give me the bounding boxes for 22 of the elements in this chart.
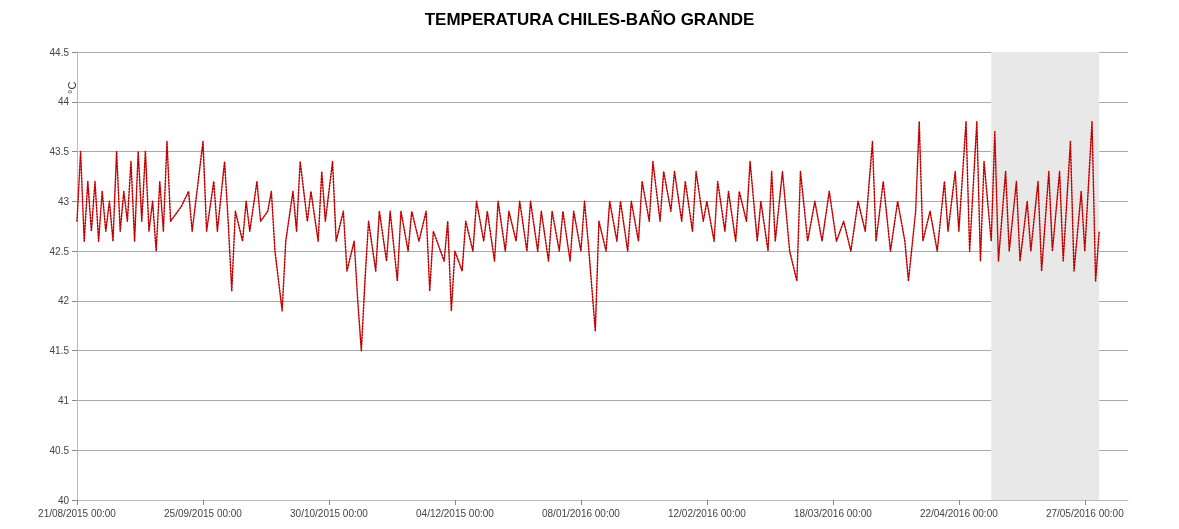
- y-tick-label: 41: [57, 394, 70, 406]
- y-tick-label: 44: [57, 96, 70, 108]
- y-tick-label: 42: [57, 295, 70, 307]
- x-tick-label: 27/05/2016 00:00: [1045, 507, 1125, 519]
- y-tick-label: 44.5: [49, 46, 70, 58]
- x-tick-label: 18/03/2016 00:00: [793, 507, 873, 519]
- y-tick-label: 43.5: [49, 146, 70, 158]
- y-tick-label: 41.5: [49, 345, 70, 357]
- y-tick-label: 40.5: [49, 444, 70, 456]
- y-tick-label: 43: [57, 195, 70, 207]
- chart-title: TEMPERATURA CHILES-BAÑO GRANDE: [424, 9, 755, 29]
- x-tick-label: 12/02/2016 00:00: [667, 507, 747, 519]
- x-tick-label: 04/12/2015 00:00: [416, 507, 495, 519]
- x-tick-label: 08/01/2016 00:00: [541, 507, 621, 519]
- x-tick-label: 22/04/2016 00:00: [919, 507, 999, 519]
- x-tick-label: 30/10/2015 00:00: [290, 507, 369, 519]
- y-tick-label: 42.5: [49, 245, 70, 257]
- x-tick-label: 25/09/2015 00:00: [164, 507, 243, 519]
- y-axis-title: °C: [65, 81, 78, 94]
- x-tick-label: 21/08/2015 00:00: [38, 507, 117, 519]
- y-tick-label: 40: [57, 494, 70, 506]
- line-series: [76, 120, 1100, 352]
